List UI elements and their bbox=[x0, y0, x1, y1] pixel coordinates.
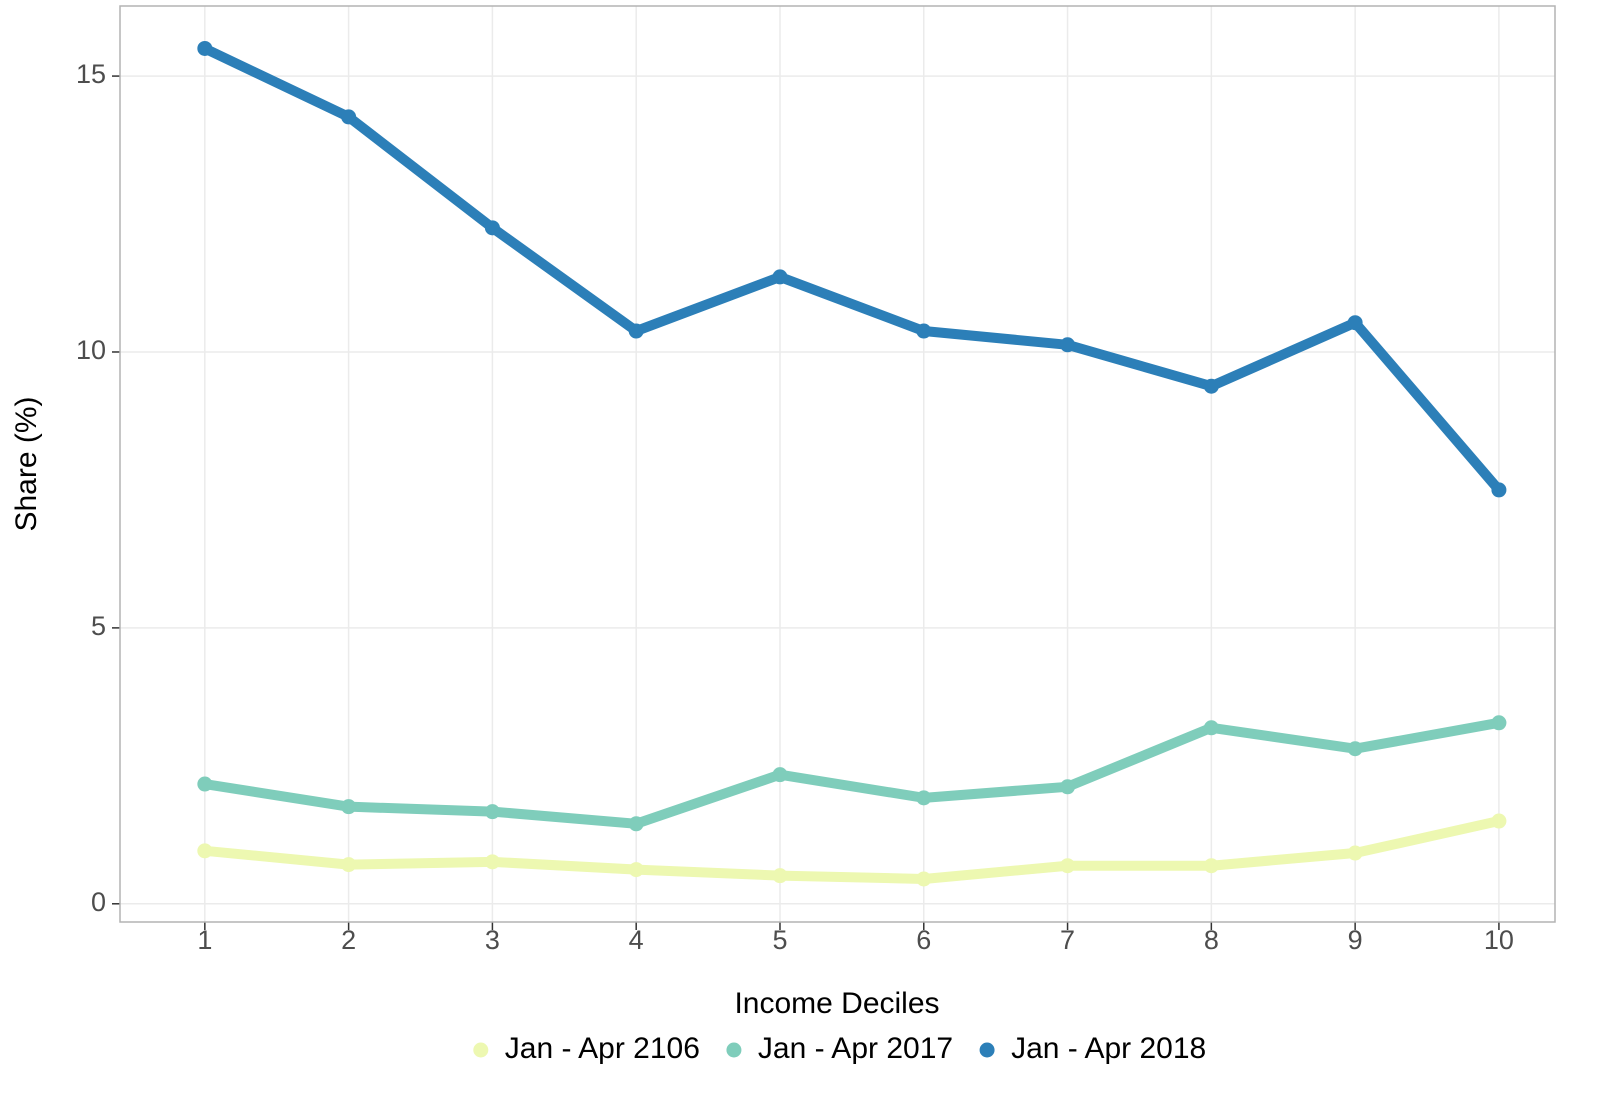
x-tick-label: 4 bbox=[629, 925, 644, 955]
data-point bbox=[1203, 720, 1219, 736]
data-point bbox=[484, 854, 500, 870]
legend-key bbox=[979, 1042, 995, 1058]
data-point bbox=[916, 871, 932, 887]
x-tick-label: 3 bbox=[485, 925, 500, 955]
series-line bbox=[202, 43, 1503, 494]
data-point bbox=[628, 816, 644, 832]
data-point bbox=[341, 799, 357, 815]
series-line bbox=[204, 717, 1500, 829]
x-tick-label: 8 bbox=[1204, 925, 1219, 955]
x-tick-label: 7 bbox=[1060, 925, 1075, 955]
data-point bbox=[1060, 337, 1076, 353]
data-point bbox=[772, 269, 788, 285]
x-tick-label: 5 bbox=[772, 925, 787, 955]
data-point bbox=[484, 804, 500, 820]
data-point bbox=[1203, 858, 1219, 874]
y-tick-label: 15 bbox=[76, 59, 106, 89]
legend-key bbox=[726, 1042, 742, 1058]
x-axis-title: Income Deciles bbox=[734, 987, 939, 1020]
data-point bbox=[341, 109, 357, 125]
data-point bbox=[1347, 845, 1363, 861]
y-axis-title: Share (%) bbox=[10, 396, 43, 531]
x-tick-label: 2 bbox=[341, 925, 356, 955]
data-point bbox=[341, 857, 357, 873]
data-point bbox=[628, 323, 644, 339]
data-point bbox=[1060, 858, 1076, 874]
data-point bbox=[197, 843, 213, 859]
y-tick-label: 5 bbox=[91, 611, 106, 641]
x-tick-label: 9 bbox=[1348, 925, 1363, 955]
x-tick-label: 1 bbox=[197, 925, 212, 955]
data-point bbox=[916, 323, 932, 339]
data-point bbox=[628, 862, 644, 878]
data-point bbox=[1491, 482, 1507, 498]
x-tick-label: 6 bbox=[916, 925, 931, 955]
y-tick-label: 10 bbox=[76, 335, 106, 365]
data-point bbox=[1491, 813, 1507, 829]
data-point bbox=[772, 767, 788, 783]
series-line bbox=[204, 816, 1501, 884]
data-point bbox=[916, 790, 932, 806]
legend-label: Jan - Apr 2017 bbox=[758, 1032, 953, 1065]
data-point bbox=[197, 40, 213, 56]
data-point bbox=[1347, 741, 1363, 757]
legend-label: Jan - Apr 2106 bbox=[505, 1032, 700, 1065]
data-point bbox=[1347, 315, 1363, 331]
x-tick-label: 10 bbox=[1484, 925, 1514, 955]
data-point bbox=[1060, 779, 1076, 795]
data-point bbox=[772, 868, 788, 884]
data-point bbox=[197, 776, 213, 792]
data-point bbox=[484, 220, 500, 236]
legend-label: Jan - Apr 2018 bbox=[1011, 1032, 1206, 1065]
data-point bbox=[1203, 378, 1219, 394]
panel-border bbox=[119, 5, 1556, 923]
legend-key bbox=[473, 1042, 489, 1058]
y-tick-label: 0 bbox=[91, 887, 106, 917]
legend: Jan - Apr 2106 Jan - Apr 2017 Jan - Apr 20… bbox=[473, 1032, 1206, 1065]
data-point bbox=[1491, 715, 1507, 731]
